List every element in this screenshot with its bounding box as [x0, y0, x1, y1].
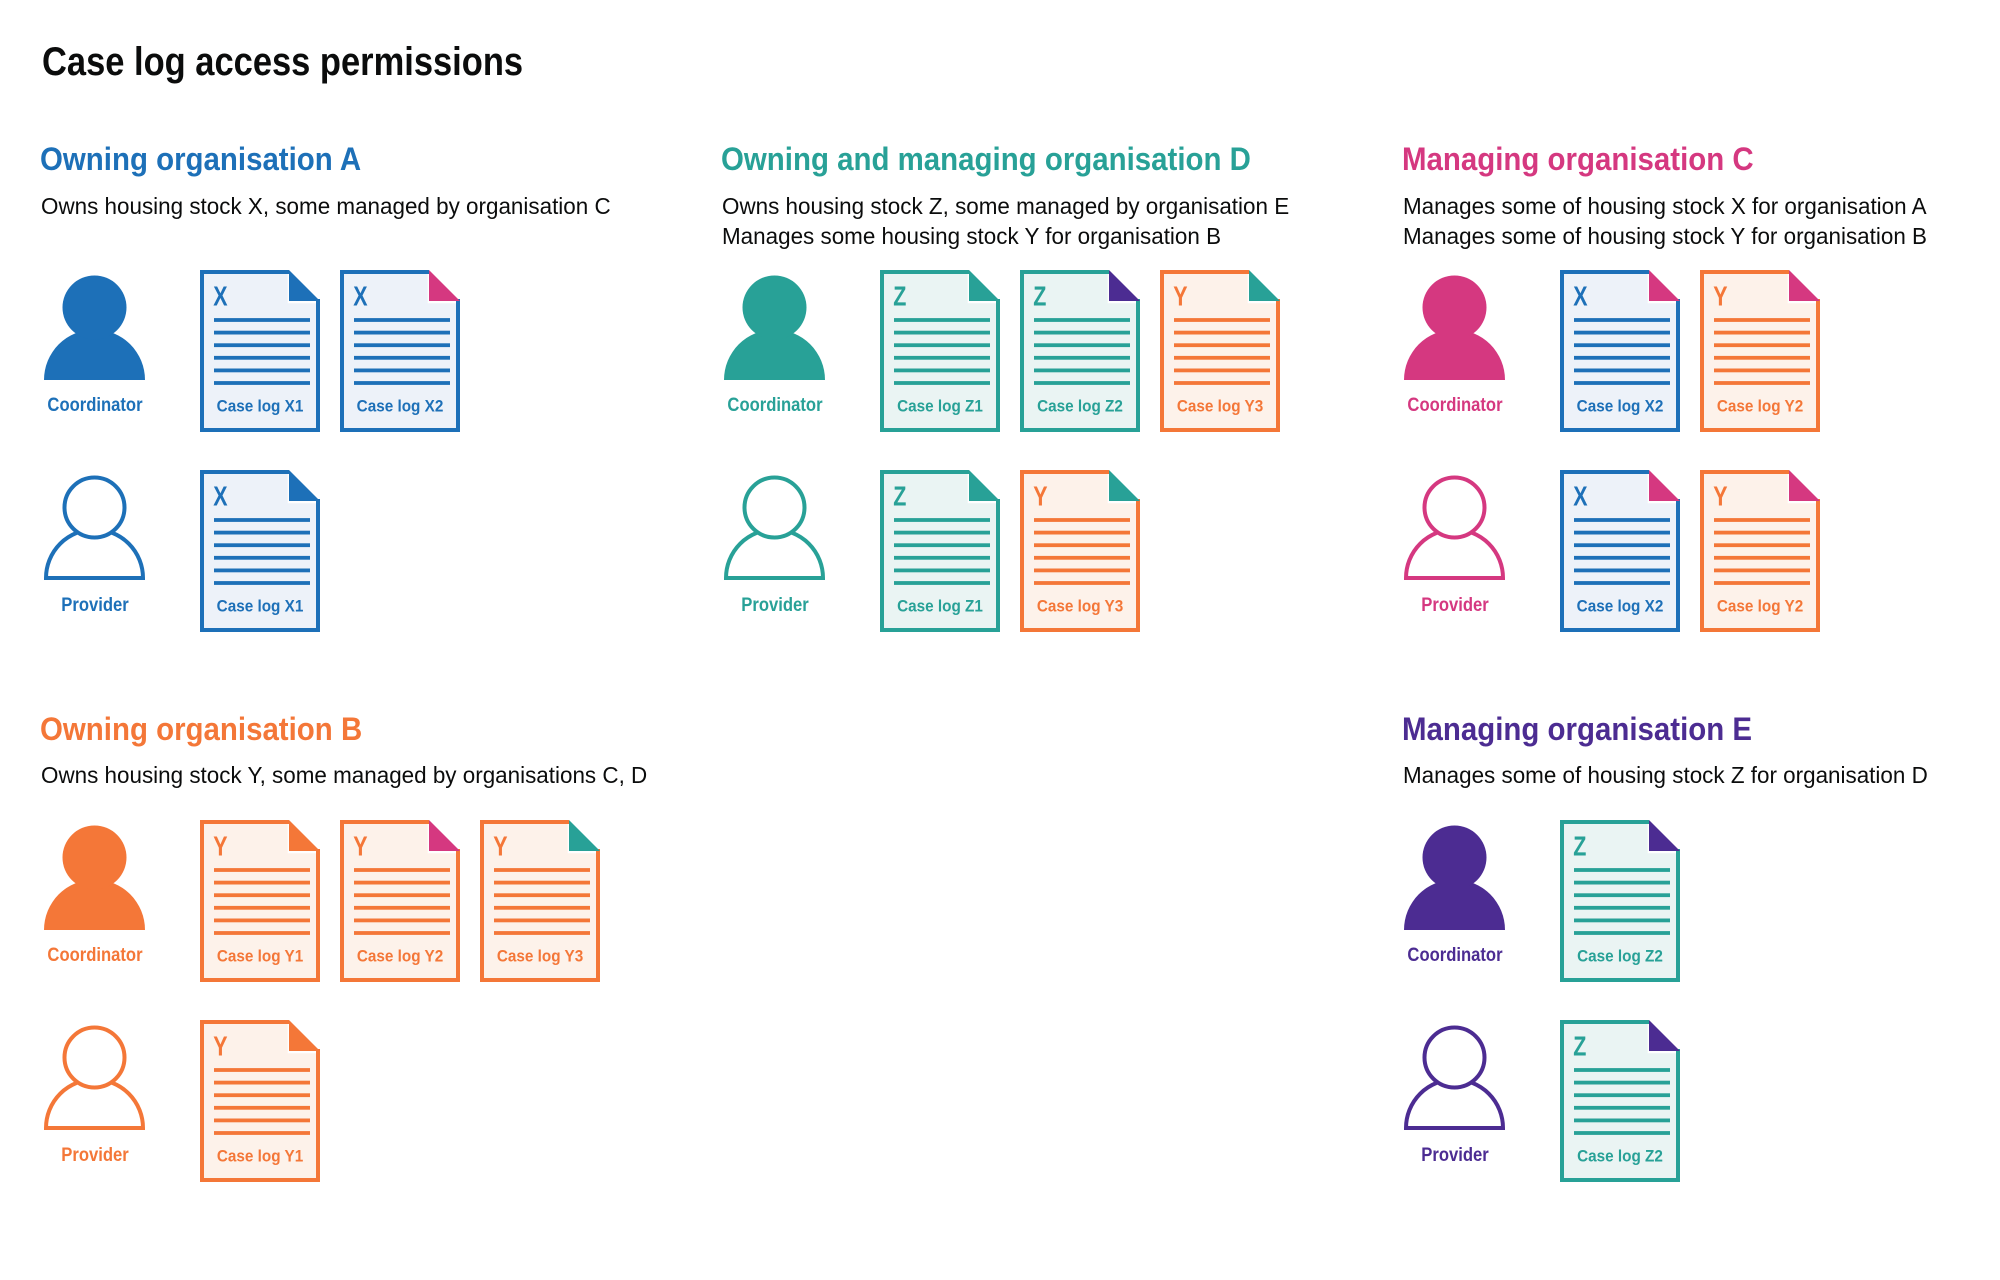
- svg-text:Case log X1: Case log X1: [217, 397, 304, 416]
- svg-text:Case log Y2: Case log Y2: [1717, 597, 1803, 616]
- svg-text:Case log Y3: Case log Y3: [1177, 397, 1263, 416]
- svg-text:Z: Z: [1573, 1032, 1586, 1062]
- svg-text:X: X: [1573, 482, 1588, 512]
- svg-text:Y: Y: [213, 832, 228, 862]
- svg-text:Case log Z2: Case log Z2: [1577, 1147, 1663, 1166]
- svg-text:Case log X1: Case log X1: [217, 597, 304, 616]
- svg-text:Case log Y3: Case log Y3: [1037, 597, 1123, 616]
- svg-text:Y: Y: [493, 832, 508, 862]
- svg-text:Y: Y: [1173, 282, 1188, 312]
- svg-text:Z: Z: [1033, 282, 1046, 312]
- svg-text:Case log Z1: Case log Z1: [897, 397, 983, 416]
- svg-text:Case log Z2: Case log Z2: [1037, 397, 1123, 416]
- svg-text:Case log Z1: Case log Z1: [897, 597, 983, 616]
- svg-text:X: X: [1573, 282, 1588, 312]
- svg-text:Case log Z2: Case log Z2: [1577, 947, 1663, 966]
- svg-text:X: X: [353, 282, 368, 312]
- svg-text:Y: Y: [1033, 482, 1048, 512]
- svg-text:Case log Y1: Case log Y1: [217, 1147, 303, 1166]
- svg-text:Y: Y: [213, 1032, 228, 1062]
- svg-text:Z: Z: [893, 482, 906, 512]
- svg-text:Case log X2: Case log X2: [1577, 397, 1664, 416]
- svg-text:Y: Y: [1713, 282, 1728, 312]
- svg-text:Case log X2: Case log X2: [357, 397, 444, 416]
- svg-text:Case log X2: Case log X2: [1577, 597, 1664, 616]
- svg-text:Case log Y1: Case log Y1: [217, 947, 303, 966]
- svg-text:Y: Y: [1713, 482, 1728, 512]
- svg-text:Case log Y2: Case log Y2: [1717, 397, 1803, 416]
- svg-text:Case log Y2: Case log Y2: [357, 947, 443, 966]
- svg-text:Z: Z: [893, 282, 906, 312]
- svg-text:Y: Y: [353, 832, 368, 862]
- svg-text:X: X: [213, 282, 228, 312]
- svg-text:X: X: [213, 482, 228, 512]
- svg-text:Z: Z: [1573, 832, 1586, 862]
- svg-text:Case log Y3: Case log Y3: [497, 947, 583, 966]
